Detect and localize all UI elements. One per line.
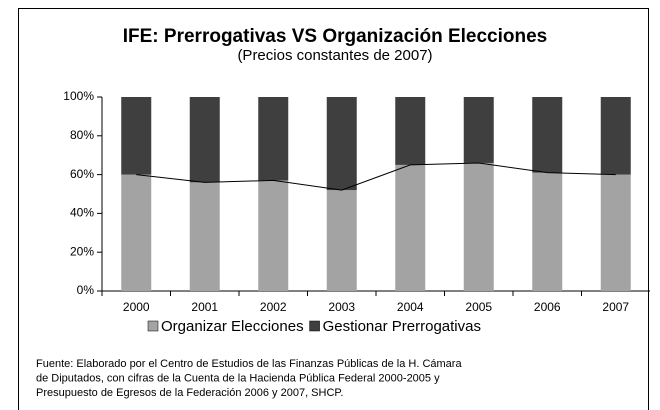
x-tick-label: 2005 <box>465 300 492 314</box>
series-line <box>136 162 616 191</box>
x-tick-label: 2000 <box>123 300 150 314</box>
legend-swatch <box>309 320 320 332</box>
x-tick-label: 2004 <box>397 300 424 314</box>
bar-segment <box>600 97 631 175</box>
bar-segment <box>395 97 426 165</box>
bar-segment <box>326 190 357 291</box>
y-tick-label: 80% <box>70 128 94 142</box>
source-note: de Diputados, con cifras de la Cuenta de… <box>36 372 440 384</box>
bar-segment <box>258 97 289 181</box>
bar-segment <box>189 182 220 291</box>
x-tick-label: 2001 <box>191 300 218 314</box>
bar-segment <box>532 172 563 291</box>
x-tick-label: 2007 <box>602 300 629 314</box>
bar-segment <box>532 97 563 173</box>
bar-segment <box>600 174 631 291</box>
legend-label: Gestionar Prerrogativas <box>323 318 481 335</box>
bar-segment <box>189 97 220 183</box>
bar-segment <box>463 162 494 291</box>
x-tick-label: 2006 <box>534 300 561 314</box>
chart-title: IFE: Prerrogativas VS Organización Elecc… <box>123 26 548 47</box>
x-tick-label: 2002 <box>260 300 287 314</box>
legend-swatch <box>147 320 159 332</box>
bar-segment <box>326 97 357 191</box>
bar-segment <box>121 97 152 175</box>
source-note: Presupuesto de Egresos de la Federación … <box>36 387 343 399</box>
y-tick-label: 40% <box>70 206 94 220</box>
bar-segment <box>395 164 426 291</box>
y-tick-label: 60% <box>70 167 94 181</box>
legend-label: Organizar Elecciones <box>161 318 304 335</box>
bar-segment <box>258 180 289 291</box>
bar-segment <box>121 174 152 291</box>
y-tick-label: 0% <box>77 283 95 297</box>
bar-segment <box>463 97 494 163</box>
source-note: Fuente: Elaborado por el Centro de Estud… <box>36 358 462 370</box>
y-tick-label: 20% <box>70 244 94 258</box>
x-tick-label: 2003 <box>328 300 355 314</box>
chart-subtitle: (Precios constantes de 2007) <box>237 47 432 64</box>
y-tick-label: 100% <box>63 89 94 103</box>
